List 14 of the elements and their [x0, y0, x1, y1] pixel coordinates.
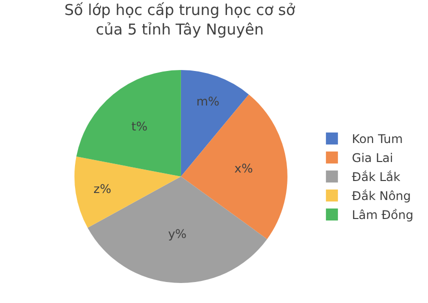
- data-label: x%: [234, 162, 253, 176]
- legend-label: Gia Lai: [352, 151, 394, 166]
- data-label: m%: [196, 94, 220, 109]
- legend-label: Lâm Đồng: [352, 208, 414, 222]
- pie-slice: [88, 176, 268, 283]
- data-label: y%: [168, 227, 187, 242]
- data-label: z%: [94, 182, 112, 196]
- pie-slice: [74, 156, 181, 228]
- pie-slice: [76, 70, 181, 176]
- data-label: t%: [131, 119, 148, 134]
- legend-label: Kon Tum: [352, 132, 403, 146]
- chart-title: Số lớp học cấp trung học cơ sở của 5 tỉnh Tây Nguyên: [64, 1, 296, 39]
- legend-label: Đắk Nông: [352, 189, 411, 204]
- legend-label: Đắk Lắk: [352, 170, 400, 184]
